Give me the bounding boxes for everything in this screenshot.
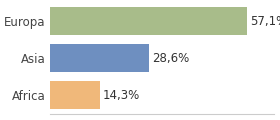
Bar <box>50 7 247 35</box>
Bar <box>50 44 149 72</box>
Text: 14,3%: 14,3% <box>102 89 140 102</box>
Text: 57,1%: 57,1% <box>250 15 280 28</box>
Bar <box>50 81 100 109</box>
Text: 28,6%: 28,6% <box>152 52 189 65</box>
